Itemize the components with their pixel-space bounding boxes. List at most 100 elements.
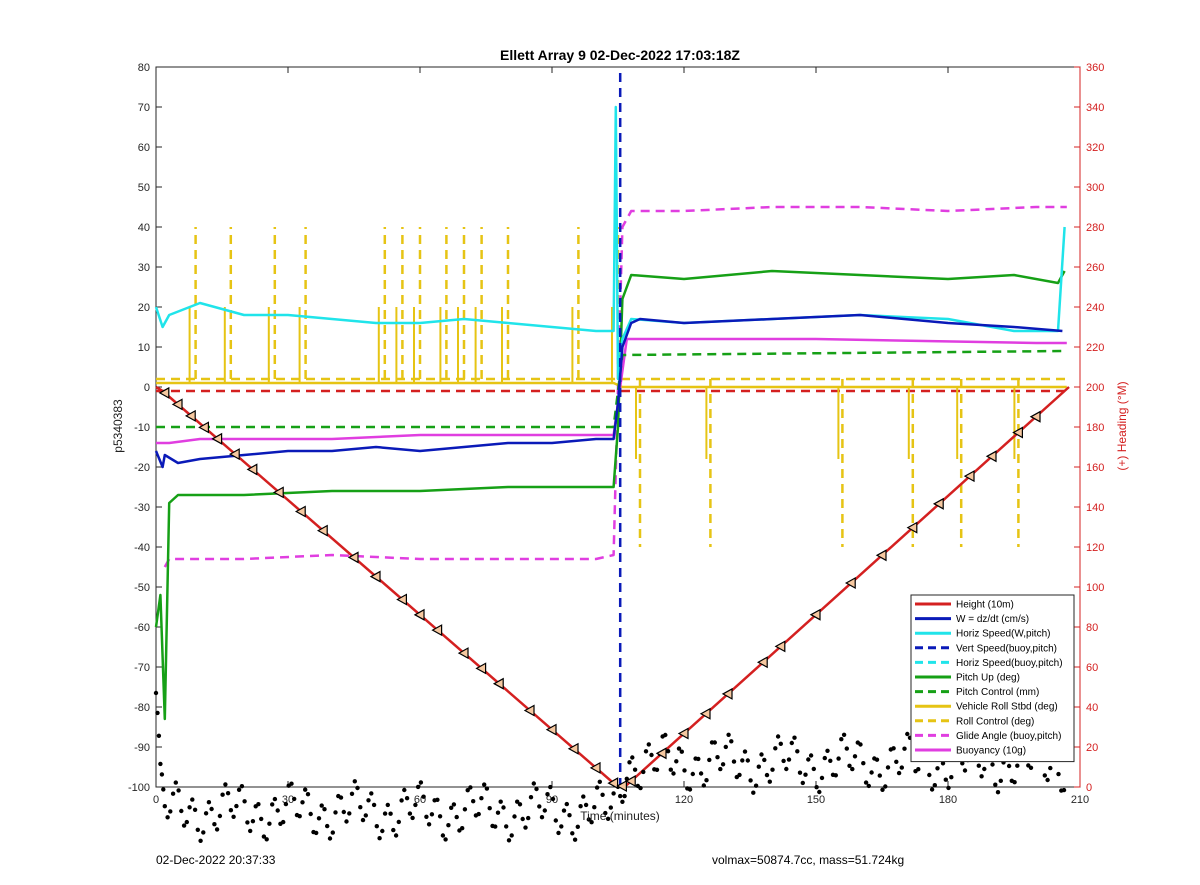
heading-dot	[960, 761, 965, 766]
heading-dot	[784, 766, 789, 772]
heading-dot	[643, 749, 649, 754]
heading-dot	[668, 767, 673, 772]
heading-dot	[267, 821, 272, 826]
heading-dot	[712, 740, 717, 745]
heading-dot	[792, 735, 797, 740]
heading-dot	[946, 785, 951, 791]
heading-dot	[424, 814, 429, 819]
heading-dot	[852, 754, 858, 759]
heading-dot	[234, 803, 239, 809]
heading-dot	[687, 787, 693, 792]
heading-dot	[1048, 765, 1053, 771]
legend-label: Vehicle Roll Stbd (deg)	[956, 702, 1058, 713]
series-line-5	[154, 269, 1066, 721]
heading-dot	[272, 796, 278, 802]
heading-dot	[366, 798, 371, 803]
heading-dot	[797, 770, 803, 775]
dive-marker	[184, 409, 196, 422]
legend-label: Pitch Up (deg)	[956, 673, 1020, 684]
dive-marker	[985, 450, 997, 463]
heading-dot	[608, 805, 613, 810]
y-tick-label: -100	[128, 782, 150, 794]
heading-dot	[509, 833, 514, 838]
heading-dot	[165, 815, 170, 820]
heading-dot	[581, 794, 586, 799]
heading-dot	[748, 778, 753, 783]
y2-tick-label: 200	[1086, 382, 1104, 394]
heading-dot	[537, 804, 542, 809]
dive-marker	[677, 727, 689, 740]
heading-dot	[839, 737, 844, 742]
heading-dot	[338, 795, 344, 800]
heading-dot	[404, 796, 410, 801]
heading-dot	[594, 785, 600, 790]
heading-dot	[874, 757, 880, 762]
heading-dot	[570, 831, 575, 836]
heading-dot	[270, 802, 275, 807]
heading-dot	[1056, 771, 1061, 777]
heading-dot	[1015, 763, 1020, 768]
heading-dot	[300, 800, 305, 805]
heading-dot	[308, 811, 313, 817]
heading-dot	[654, 767, 660, 772]
heading-dot	[239, 784, 245, 789]
dive-marker	[198, 421, 209, 434]
heading-dot	[850, 766, 855, 772]
heading-dot	[545, 792, 550, 797]
heading-dot	[341, 809, 346, 815]
y2-tick-label: 220	[1086, 342, 1104, 354]
heading-dot	[962, 768, 968, 773]
heading-dot	[380, 828, 385, 834]
y-tick-label: -30	[134, 502, 150, 514]
heading-dot	[250, 819, 256, 824]
y2-tick-label: 340	[1086, 102, 1104, 114]
dive-marker	[1029, 410, 1041, 423]
heading-dot	[679, 749, 684, 754]
heading-dot	[231, 814, 236, 819]
heading-dot	[638, 785, 643, 791]
heading-dot	[393, 833, 399, 838]
heading-dot	[363, 813, 368, 818]
dive-marker	[721, 687, 733, 700]
heading-dot	[814, 785, 819, 790]
heading-dot	[764, 772, 770, 778]
y2-tick-label: 60	[1086, 662, 1098, 674]
heading-dot	[460, 826, 465, 831]
heading-dot	[526, 815, 531, 821]
x-tick-label: 150	[807, 794, 825, 806]
heading-dot	[825, 748, 830, 753]
heading-dot	[935, 766, 940, 771]
heading-dot	[1045, 777, 1050, 783]
dive-marker	[655, 747, 667, 760]
heading-dot	[454, 814, 459, 820]
heading-dot	[355, 785, 360, 791]
series-line-1	[154, 313, 1063, 469]
heading-dot	[495, 810, 501, 815]
dive-marker	[369, 570, 381, 583]
heading-dot	[259, 816, 264, 822]
heading-dot	[1042, 773, 1048, 778]
dive-marker	[347, 551, 359, 564]
dive-marker	[211, 432, 223, 445]
heading-dot	[158, 761, 163, 767]
heading-dot	[611, 791, 616, 796]
heading-dot	[1061, 787, 1067, 793]
heading-dot	[575, 824, 580, 829]
y2-tick-label: 100	[1086, 582, 1104, 594]
y-axis-label: p5340383	[111, 399, 125, 453]
heading-dot	[553, 818, 558, 823]
y2-tick-label: 40	[1086, 702, 1098, 714]
dive-marker	[171, 398, 183, 411]
y2-tick-label: 260	[1086, 262, 1104, 274]
heading-dot	[902, 746, 907, 751]
legend-label: Vert Speed(buoy,pitch)	[956, 643, 1057, 654]
y2-tick-label: 320	[1086, 142, 1104, 154]
heading-dot	[435, 797, 440, 802]
heading-dot	[723, 744, 728, 750]
heading-dot	[949, 775, 954, 780]
heading-dot	[487, 806, 492, 811]
dive-marker	[523, 704, 535, 717]
heading-dot	[161, 787, 166, 792]
heading-dot	[858, 742, 863, 747]
dive-marker	[906, 521, 918, 534]
